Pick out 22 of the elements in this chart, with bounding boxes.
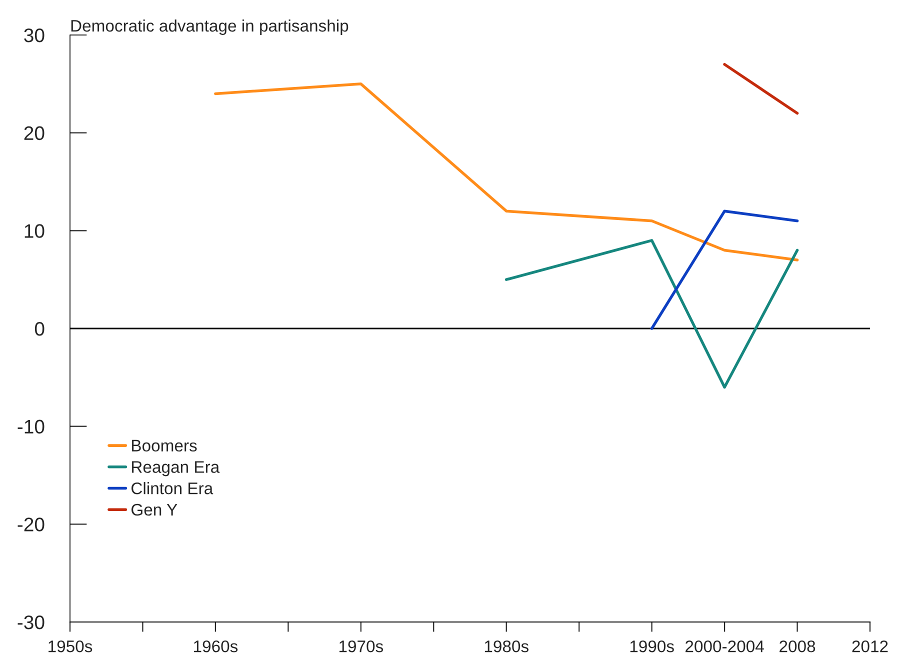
x-tick-label: 2008 bbox=[780, 640, 816, 652]
line-series bbox=[504, 239, 799, 389]
x-tick-label: 2012 bbox=[852, 640, 888, 652]
y-tick-label: -10 bbox=[18, 420, 44, 434]
line-series bbox=[214, 82, 799, 262]
y-tick-label: -20 bbox=[18, 518, 44, 532]
y-tick-label: 30 bbox=[24, 28, 44, 42]
y-tick-label: 10 bbox=[24, 224, 44, 238]
y-tick-label: 20 bbox=[24, 126, 44, 140]
x-tick-label: 1970s bbox=[339, 640, 384, 652]
x-tick-label: 1990s bbox=[630, 640, 674, 652]
y-axis-title: Democratic advantage in partisanship bbox=[71, 19, 348, 35]
x-tick-label: 1960s bbox=[194, 640, 238, 652]
x-tick-label: 1980s bbox=[484, 640, 528, 652]
legend-label: Gen Y bbox=[132, 504, 178, 516]
y-tick-label: -30 bbox=[18, 615, 44, 630]
x-tick-label: 2000-2004 bbox=[686, 640, 764, 652]
legend-label: Boomers bbox=[132, 440, 197, 452]
legend-label: Reagan Era bbox=[132, 461, 220, 476]
legend-label: Clinton Era bbox=[132, 482, 214, 494]
x-tick-label: 1950s bbox=[48, 640, 92, 652]
y-tick-label: 0 bbox=[34, 322, 44, 336]
